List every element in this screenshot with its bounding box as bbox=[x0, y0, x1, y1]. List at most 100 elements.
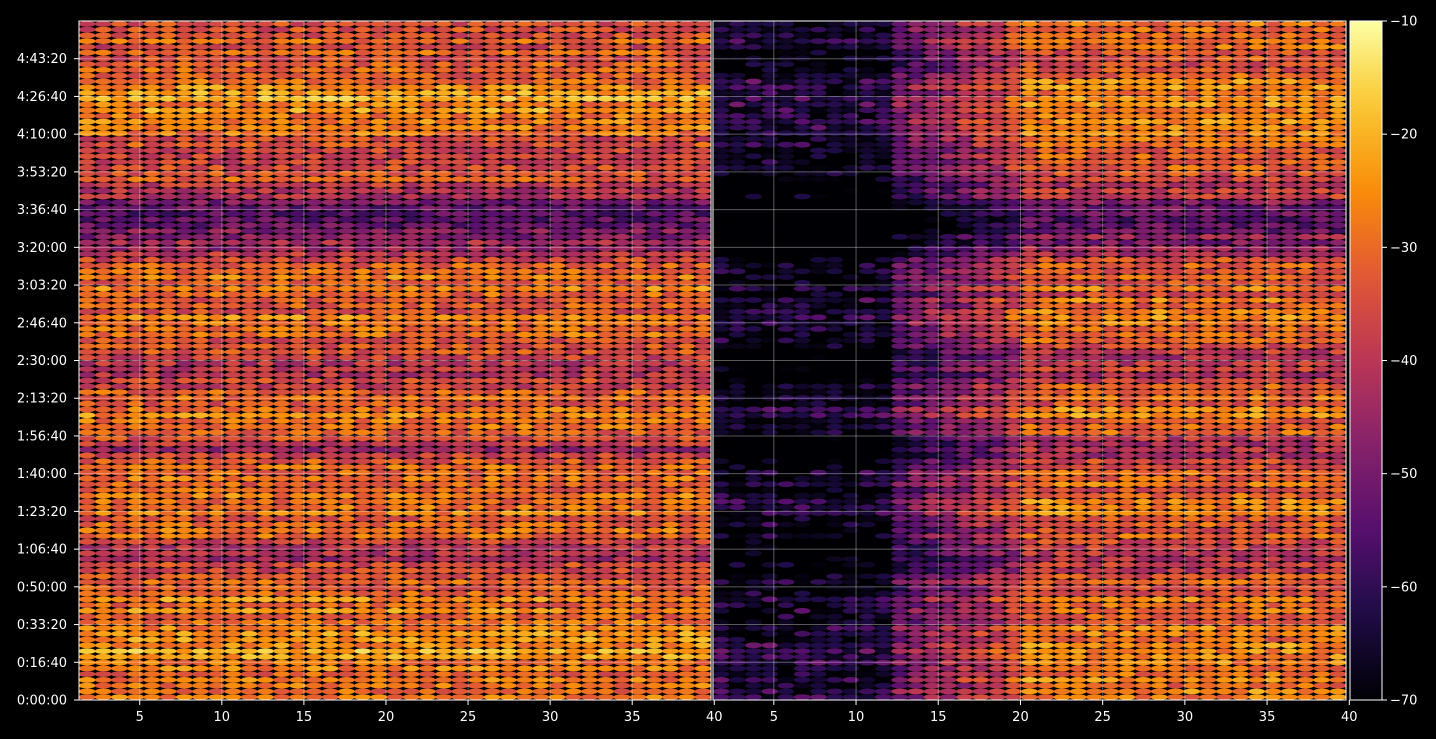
heatmap-cell bbox=[143, 38, 161, 44]
heatmap-cell bbox=[208, 101, 226, 108]
heatmap-cell bbox=[826, 659, 844, 666]
heatmap-cell bbox=[159, 164, 177, 171]
heatmap-cell bbox=[548, 677, 566, 683]
heatmap-cell bbox=[321, 429, 339, 436]
heatmap-cell bbox=[111, 653, 128, 660]
heatmap-cell bbox=[645, 44, 663, 50]
heatmap-cell bbox=[338, 395, 355, 401]
heatmap-cell bbox=[516, 688, 533, 695]
heatmap-cell bbox=[564, 302, 582, 309]
heatmap-cell bbox=[793, 648, 811, 654]
heatmap-cell bbox=[1134, 659, 1152, 666]
heatmap-cell bbox=[629, 182, 647, 188]
heatmap-cell bbox=[451, 372, 469, 378]
heatmap-cell bbox=[273, 343, 290, 349]
heatmap-cell bbox=[354, 32, 371, 39]
heatmap-cell bbox=[694, 32, 712, 39]
heatmap-cell bbox=[257, 481, 274, 488]
heatmap-cell bbox=[402, 492, 420, 499]
heatmap-cell bbox=[338, 21, 355, 27]
heatmap-cell bbox=[370, 423, 388, 430]
heatmap-cell bbox=[467, 602, 485, 608]
heatmap-cell bbox=[240, 469, 258, 476]
heatmap-cell bbox=[451, 159, 469, 165]
heatmap-cell bbox=[370, 26, 388, 33]
heatmap-cell bbox=[192, 256, 209, 263]
heatmap-cell bbox=[111, 550, 128, 557]
heatmap-cell bbox=[143, 256, 161, 263]
heatmap-cell bbox=[111, 153, 128, 160]
heatmap-cell bbox=[483, 268, 501, 275]
heatmap-cell bbox=[419, 694, 436, 700]
heatmap-cell bbox=[257, 418, 274, 424]
heatmap-cell bbox=[548, 285, 566, 292]
heatmap-cell bbox=[1102, 671, 1120, 677]
heatmap-cell bbox=[240, 90, 258, 96]
heatmap-cell bbox=[192, 383, 209, 390]
heatmap-cell bbox=[500, 251, 517, 257]
heatmap-cell bbox=[467, 665, 485, 672]
heatmap-cell bbox=[613, 193, 631, 200]
heatmap-cell bbox=[224, 153, 242, 160]
heatmap-cell bbox=[321, 492, 339, 499]
heatmap-cell bbox=[78, 446, 96, 453]
heatmap-cell bbox=[305, 694, 323, 700]
heatmap-cell bbox=[321, 228, 339, 234]
heatmap-cell bbox=[923, 688, 941, 695]
heatmap-cell bbox=[402, 441, 420, 447]
heatmap-cell bbox=[629, 556, 647, 562]
heatmap-cell bbox=[435, 475, 452, 482]
heatmap-cell bbox=[192, 124, 209, 131]
heatmap-cell bbox=[305, 38, 323, 44]
heatmap-cell bbox=[564, 291, 582, 298]
heatmap-cell bbox=[127, 366, 145, 372]
heatmap-cell bbox=[127, 573, 145, 580]
heatmap-cell bbox=[939, 688, 957, 695]
heatmap-cell bbox=[597, 389, 615, 395]
heatmap-cell bbox=[1086, 682, 1103, 689]
heatmap-cell bbox=[629, 665, 647, 672]
heatmap-cell bbox=[678, 262, 696, 269]
heatmap-cell bbox=[78, 320, 96, 326]
heatmap-cell bbox=[629, 377, 647, 384]
heatmap-cell bbox=[192, 590, 209, 597]
heatmap-cell bbox=[581, 533, 598, 539]
heatmap-cell bbox=[532, 492, 550, 499]
heatmap-cell bbox=[240, 210, 258, 217]
heatmap-cell bbox=[564, 84, 582, 91]
heatmap-cell bbox=[532, 584, 550, 591]
heatmap-cell bbox=[694, 579, 712, 585]
heatmap-cell bbox=[1086, 648, 1103, 654]
heatmap-cell bbox=[728, 642, 746, 649]
heatmap-cell bbox=[354, 262, 371, 269]
heatmap-cell bbox=[305, 544, 323, 551]
heatmap-cell bbox=[516, 233, 533, 240]
heatmap-cell bbox=[1232, 682, 1249, 689]
heatmap-cell bbox=[143, 360, 161, 367]
heatmap-cell bbox=[532, 567, 550, 574]
heatmap-cell bbox=[761, 671, 779, 677]
heatmap-cell bbox=[694, 153, 712, 160]
heatmap-cell bbox=[548, 268, 566, 275]
heatmap-cell bbox=[613, 285, 631, 292]
heatmap-cell bbox=[192, 245, 209, 252]
heatmap-cell bbox=[305, 573, 323, 580]
heatmap-cell bbox=[629, 481, 647, 488]
heatmap-cell bbox=[548, 544, 566, 551]
heatmap-cell bbox=[338, 527, 355, 534]
heatmap-cell bbox=[192, 533, 209, 539]
heatmap-cell bbox=[273, 44, 290, 50]
heatmap-cell bbox=[483, 164, 501, 171]
heatmap-cell bbox=[907, 665, 925, 672]
heatmap-cell bbox=[94, 464, 112, 470]
heatmap-cell bbox=[208, 320, 226, 326]
heatmap-cell bbox=[516, 538, 533, 545]
heatmap-cell bbox=[289, 446, 307, 453]
heatmap-cell bbox=[208, 544, 226, 551]
heatmap-cell bbox=[564, 147, 582, 154]
heatmap-cell bbox=[451, 32, 469, 39]
heatmap-cell bbox=[305, 671, 323, 677]
heatmap-cell bbox=[159, 95, 177, 102]
heatmap-cell bbox=[127, 343, 145, 349]
heatmap-cell bbox=[402, 262, 420, 269]
